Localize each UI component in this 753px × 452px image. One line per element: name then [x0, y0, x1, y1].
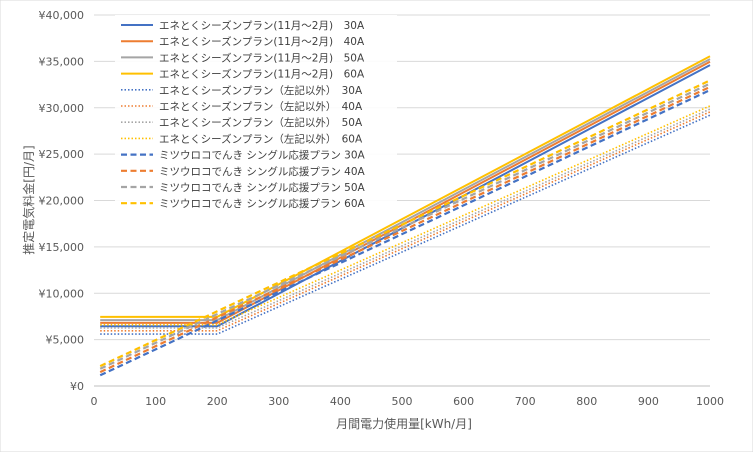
- y-tick-label: ¥0: [70, 380, 84, 393]
- legend-entry: ミツウロコでんき シングル応援プラン 60A: [159, 197, 366, 210]
- x-tick-label: 300: [268, 395, 289, 408]
- legend-entry: エネとくシーズンプラン（左記以外） 30A: [159, 84, 363, 97]
- legend-entry: ミツウロコでんき シングル応援プラン 40A: [159, 165, 366, 178]
- x-tick-label: 700: [515, 395, 536, 408]
- legend-entry: ミツウロコでんき シングル応援プラン 50A: [159, 181, 366, 194]
- series-line: [99, 85, 711, 374]
- series-lines: [99, 55, 711, 377]
- y-axis-title: 推定電気料金[円/月]: [21, 145, 36, 254]
- x-tick-label: 200: [207, 395, 228, 408]
- y-tick-label: ¥40,000: [39, 9, 85, 22]
- x-tick-label: 900: [638, 395, 659, 408]
- legend-entry: エネとくシーズンプラン(11月～2月) 60A: [159, 68, 365, 81]
- legend-entry: エネとくシーズンプラン（左記以外） 60A: [159, 132, 363, 145]
- x-axis-title: 月間電力使用量[kWh/月]: [336, 416, 472, 431]
- axes: ¥0 ¥5,000 ¥10,000 ¥15,000 ¥20,000 ¥25,000 ¥30,…: [39, 9, 725, 408]
- series-line: [100, 105, 711, 326]
- legend-entry: エネとくシーズンプラン(11月～2月) 50A: [159, 51, 365, 64]
- series-line: [100, 60, 711, 324]
- x-tick-label: 1000: [696, 395, 724, 408]
- y-tick-label: ¥35,000: [39, 55, 85, 68]
- series-line: [100, 64, 711, 328]
- legend-entry: エネとくシーズンプラン（左記以外） 40A: [159, 100, 363, 113]
- y-tick-label: ¥10,000: [39, 287, 85, 300]
- y-tick-label: ¥25,000: [39, 148, 85, 161]
- x-tick-label: 0: [91, 395, 98, 408]
- y-tick-label: ¥30,000: [39, 102, 85, 115]
- series-line: [100, 108, 711, 329]
- series-line: [100, 114, 711, 335]
- legend-entry: ミツウロコでんき シングル応援プラン 30A: [159, 149, 366, 162]
- y-tick-label: ¥20,000: [39, 195, 85, 208]
- series-line: [100, 111, 711, 332]
- legend-background: [115, 15, 397, 214]
- x-tick-label: 400: [330, 395, 351, 408]
- series-line: [99, 79, 711, 368]
- series-line: [99, 82, 711, 370]
- x-tick-label: 500: [392, 395, 413, 408]
- legend-entry: エネとくシーズンプラン(11月～2月) 30A: [159, 19, 365, 32]
- y-tick-label: ¥5,000: [46, 334, 85, 347]
- legend-entry: エネとくシーズンプラン（左記以外） 50A: [159, 116, 363, 129]
- series-line: [99, 89, 711, 377]
- legend-entry: エネとくシーズンプラン(11月～2月) 40A: [159, 35, 365, 48]
- y-tick-label: ¥15,000: [39, 241, 85, 254]
- x-tick-label: 100: [145, 395, 166, 408]
- x-tick-label: 800: [576, 395, 597, 408]
- legend: エネとくシーズンプラン(11月～2月) 30A エネとくシーズンプラン(11月～2…: [115, 15, 397, 214]
- x-tick-label: 600: [453, 395, 474, 408]
